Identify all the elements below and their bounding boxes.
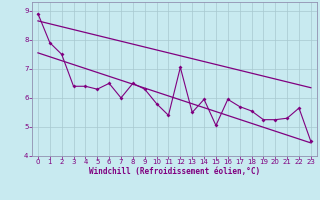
X-axis label: Windchill (Refroidissement éolien,°C): Windchill (Refroidissement éolien,°C) — [89, 167, 260, 176]
